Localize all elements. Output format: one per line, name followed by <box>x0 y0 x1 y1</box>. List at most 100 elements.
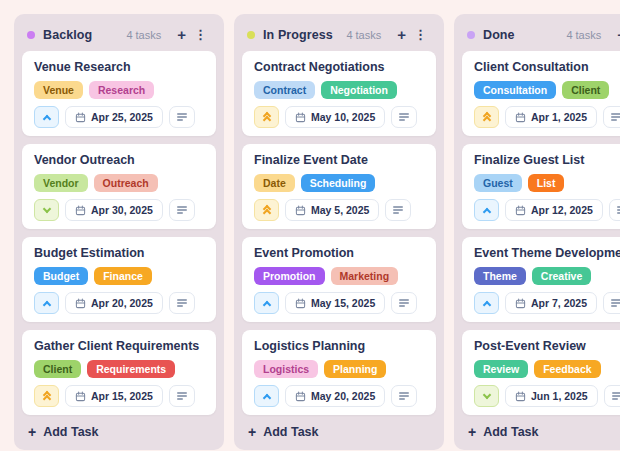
card-meta-row: May 20, 2025 <box>254 385 424 407</box>
due-date-chip[interactable]: Apr 30, 2025 <box>65 199 163 221</box>
due-date-chip[interactable]: May 10, 2025 <box>285 106 385 128</box>
task-card-finalize-guest-list[interactable]: Finalize Guest List GuestList Apr 12, 20… <box>462 144 620 229</box>
due-date-chip[interactable]: Jun 1, 2025 <box>505 385 598 407</box>
task-card-finalize-event-date[interactable]: Finalize Event Date DateScheduling May 5… <box>242 144 436 229</box>
chevron-down-icon[interactable] <box>34 199 59 221</box>
column-title: Backlog <box>43 28 92 42</box>
tag-row: ReviewFeedback <box>474 360 620 378</box>
task-card-contract-negotiations[interactable]: Contract Negotiations ContractNegotiatio… <box>242 51 436 136</box>
calendar-icon <box>295 391 306 402</box>
notes-chip[interactable] <box>603 106 620 128</box>
notes-chip[interactable] <box>169 199 195 221</box>
task-card-event-theme-development[interactable]: Event Theme Development ThemeCreative Ap… <box>462 237 620 322</box>
add-task-button[interactable]: + Add Task <box>242 415 436 442</box>
notes-chip[interactable] <box>603 292 620 314</box>
due-date-chip[interactable]: May 15, 2025 <box>285 292 385 314</box>
notes-chip[interactable] <box>609 199 620 221</box>
due-date: Apr 20, 2025 <box>91 297 153 309</box>
due-date-chip[interactable]: May 20, 2025 <box>285 385 385 407</box>
due-date-chip[interactable]: Apr 25, 2025 <box>65 106 163 128</box>
column-title: In Progress <box>263 28 333 42</box>
task-card-budget-estimation[interactable]: Budget Estimation BudgetFinance Apr 20, … <box>22 237 216 322</box>
notes-chip[interactable] <box>169 292 195 314</box>
due-date-chip[interactable]: May 5, 2025 <box>285 199 379 221</box>
card-meta-row: May 10, 2025 <box>254 106 424 128</box>
chevron-up-icon[interactable] <box>34 292 59 314</box>
add-task-button[interactable]: + Add Task <box>22 415 216 442</box>
column-task-count: 4 tasks <box>566 29 601 41</box>
column-task-count: 4 tasks <box>346 29 381 41</box>
notes-chip[interactable] <box>604 385 620 407</box>
task-card-gather-client-requirements[interactable]: Gather Client Requirements ClientRequire… <box>22 330 216 415</box>
add-task-label: Add Task <box>483 425 538 439</box>
task-card-venue-research[interactable]: Venue Research VenueResearch Apr 25, 202… <box>22 51 216 136</box>
card-meta-row: Apr 7, 2025 <box>474 292 620 314</box>
calendar-icon <box>515 112 526 123</box>
calendar-icon <box>515 205 526 216</box>
tag-contract: Contract <box>254 81 315 99</box>
card-meta-row: Apr 1, 2025 <box>474 106 620 128</box>
chevron-down-icon[interactable] <box>474 385 499 407</box>
plus-icon: + <box>397 26 406 43</box>
chevrons-double-up-icon[interactable] <box>254 106 279 128</box>
notes-chip[interactable] <box>385 199 411 221</box>
chevron-up-icon[interactable] <box>34 106 59 128</box>
chevron-up-icon[interactable] <box>474 292 499 314</box>
card-meta-row: Apr 30, 2025 <box>34 199 204 221</box>
notes-chip[interactable] <box>169 106 195 128</box>
notes-chip[interactable] <box>391 292 417 314</box>
due-date: Apr 12, 2025 <box>531 204 593 216</box>
card-list: Contract Negotiations ContractNegotiatio… <box>242 51 436 415</box>
due-date-chip[interactable]: Apr 1, 2025 <box>505 106 597 128</box>
notes-lines-icon <box>399 392 409 394</box>
chevron-up-icon[interactable] <box>254 385 279 407</box>
calendar-icon <box>75 391 86 402</box>
due-date-chip[interactable]: Apr 7, 2025 <box>505 292 597 314</box>
card-title: Client Consultation <box>474 60 620 75</box>
notes-chip[interactable] <box>391 385 417 407</box>
due-date: May 5, 2025 <box>311 204 369 216</box>
chevron-up-icon[interactable] <box>474 199 499 221</box>
card-title: Finalize Guest List <box>474 153 620 168</box>
card-title: Logistics Planning <box>254 339 424 354</box>
chevrons-double-up-icon[interactable] <box>254 199 279 221</box>
task-card-vendor-outreach[interactable]: Vendor Outreach VendorOutreach Apr 30, 2… <box>22 144 216 229</box>
due-date-chip[interactable]: Apr 12, 2025 <box>505 199 603 221</box>
card-title: Vendor Outreach <box>34 153 204 168</box>
add-card-icon-button[interactable]: + <box>613 27 620 42</box>
card-list: Venue Research VenueResearch Apr 25, 202… <box>22 51 216 415</box>
card-meta-row: May 15, 2025 <box>254 292 424 314</box>
card-title: Finalize Event Date <box>254 153 424 168</box>
card-title: Venue Research <box>34 60 204 75</box>
column-menu-icon-button[interactable]: ⋮ <box>190 28 211 41</box>
add-card-icon-button[interactable]: + <box>393 27 410 42</box>
tag-client: Client <box>562 81 609 99</box>
chevron-up-icon[interactable] <box>254 292 279 314</box>
add-task-button[interactable]: + Add Task <box>462 415 620 442</box>
column-status-dot-icon <box>467 31 475 39</box>
calendar-icon <box>295 298 306 309</box>
column-menu-icon-button[interactable]: ⋮ <box>410 28 431 41</box>
tag-row: VenueResearch <box>34 81 204 99</box>
add-card-icon-button[interactable]: + <box>173 27 190 42</box>
task-card-logistics-planning[interactable]: Logistics Planning LogisticsPlanning May… <box>242 330 436 415</box>
calendar-icon <box>515 391 526 402</box>
due-date: Apr 1, 2025 <box>531 111 587 123</box>
plus-icon: + <box>248 425 256 439</box>
task-card-event-promotion[interactable]: Event Promotion PromotionMarketing May 1… <box>242 237 436 322</box>
tag-row: ClientRequirements <box>34 360 204 378</box>
tag-row: VendorOutreach <box>34 174 204 192</box>
due-date-chip[interactable]: Apr 15, 2025 <box>65 385 163 407</box>
task-card-client-consultation[interactable]: Client Consultation ConsultationClient A… <box>462 51 620 136</box>
chevrons-double-up-icon[interactable] <box>34 385 59 407</box>
column-backlog: Backlog 4 tasks + ⋮ Venue Research Venue… <box>14 14 224 450</box>
notes-chip[interactable] <box>391 106 417 128</box>
notes-chip[interactable] <box>169 385 195 407</box>
due-date-chip[interactable]: Apr 20, 2025 <box>65 292 163 314</box>
card-meta-row: Apr 25, 2025 <box>34 106 204 128</box>
chevrons-double-up-icon[interactable] <box>474 106 499 128</box>
due-date: May 15, 2025 <box>311 297 375 309</box>
task-card-post-event-review[interactable]: Post-Event Review ReviewFeedback Jun 1, … <box>462 330 620 415</box>
calendar-icon <box>515 298 526 309</box>
due-date: Apr 25, 2025 <box>91 111 153 123</box>
